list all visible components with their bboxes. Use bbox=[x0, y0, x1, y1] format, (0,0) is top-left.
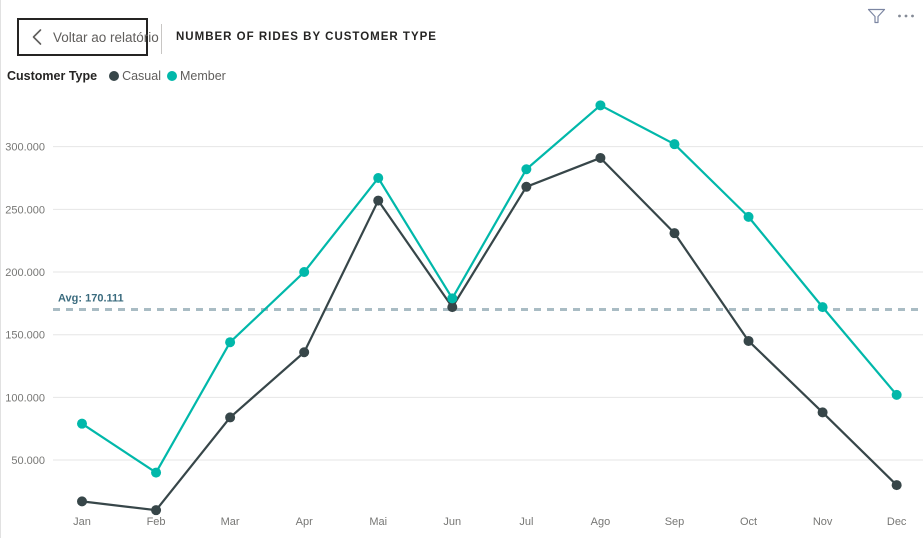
data-point-member-mar[interactable] bbox=[225, 337, 236, 348]
data-point-casual-sep[interactable] bbox=[669, 228, 680, 239]
data-point-member-mai[interactable] bbox=[373, 173, 384, 184]
average-line-label: Avg: 170.111 bbox=[58, 292, 124, 304]
legend-item-label: Casual bbox=[122, 69, 161, 83]
data-point-member-sep[interactable] bbox=[669, 139, 680, 150]
data-point-member-nov[interactable] bbox=[817, 302, 828, 313]
x-axis-tick-label: Jan bbox=[73, 516, 91, 528]
filter-funnel-glyph bbox=[867, 8, 886, 24]
data-point-member-ago[interactable] bbox=[595, 100, 606, 111]
y-axis-tick-label: 200.000 bbox=[5, 267, 45, 279]
data-point-casual-feb[interactable] bbox=[151, 505, 162, 516]
x-axis-tick-label: Jul bbox=[519, 516, 533, 528]
back-button-label: Voltar ao relatório bbox=[53, 29, 159, 45]
data-point-member-feb[interactable] bbox=[151, 467, 162, 478]
filter-icon[interactable] bbox=[865, 4, 888, 27]
data-point-casual-apr[interactable] bbox=[299, 347, 310, 358]
y-axis-tick-label: 300.000 bbox=[5, 142, 45, 154]
more-options-icon[interactable] bbox=[895, 11, 917, 21]
x-axis-tick-label: Nov bbox=[813, 516, 833, 528]
data-point-casual-oct[interactable] bbox=[743, 335, 754, 346]
legend-item-member[interactable]: Member bbox=[167, 69, 226, 83]
y-axis-tick-label: 50.000 bbox=[11, 455, 45, 467]
x-axis-tick-label: Mai bbox=[369, 516, 387, 528]
data-point-casual-ago[interactable] bbox=[595, 152, 606, 163]
legend-item-label: Member bbox=[180, 69, 226, 83]
legend-item-casual[interactable]: Casual bbox=[109, 69, 161, 83]
x-axis-tick-label: Oct bbox=[740, 516, 757, 528]
back-to-report-button[interactable]: Voltar ao relatório bbox=[17, 18, 159, 56]
ellipsis-glyph bbox=[898, 14, 914, 17]
line-casual bbox=[80, 156, 898, 512]
member-series-dot-icon bbox=[167, 71, 177, 81]
x-axis-tick-label: Jun bbox=[443, 516, 461, 528]
data-point-member-oct[interactable] bbox=[743, 211, 754, 222]
data-point-casual-jan[interactable] bbox=[77, 496, 87, 507]
data-point-casual-mar[interactable] bbox=[225, 412, 236, 423]
x-axis-tick-label: Ago bbox=[591, 516, 611, 528]
data-point-member-jul[interactable] bbox=[521, 164, 532, 175]
x-axis-tick-label: Sep bbox=[665, 516, 685, 528]
casual-series-dot-icon bbox=[109, 71, 120, 81]
data-point-member-jan[interactable] bbox=[77, 418, 87, 429]
data-point-member-jun[interactable] bbox=[447, 293, 458, 304]
y-axis-tick-label: 250.000 bbox=[5, 204, 45, 216]
header-toolbar bbox=[865, 4, 917, 27]
data-point-casual-mai[interactable] bbox=[373, 195, 384, 206]
x-axis-tick-label: Mar bbox=[221, 516, 240, 528]
page-title: NUMBER OF RIDES BY CUSTOMER TYPE bbox=[176, 31, 437, 43]
header: Voltar ao relatório NUMBER OF RIDES BY C… bbox=[1, 0, 923, 62]
data-point-casual-jun[interactable] bbox=[447, 302, 458, 313]
data-point-member-apr[interactable] bbox=[299, 267, 310, 278]
data-point-casual-nov[interactable] bbox=[817, 407, 828, 418]
data-point-casual-dec[interactable] bbox=[891, 480, 902, 491]
data-point-member-dec[interactable] bbox=[891, 389, 902, 400]
x-axis-tick-label: Dec bbox=[887, 516, 907, 528]
chevron-left-icon bbox=[32, 29, 42, 45]
y-axis-tick-label: 100.000 bbox=[5, 392, 45, 404]
chart-legend: Customer Type Casual Member bbox=[7, 69, 232, 83]
legend-title: Customer Type bbox=[7, 69, 98, 83]
header-divider bbox=[161, 24, 162, 54]
x-axis-tick-label: Apr bbox=[296, 516, 313, 528]
line-member bbox=[80, 104, 898, 474]
data-point-casual-jul[interactable] bbox=[521, 181, 532, 192]
y-axis-tick-label: 150.000 bbox=[5, 330, 45, 342]
x-axis-tick-label: Feb bbox=[147, 516, 166, 528]
